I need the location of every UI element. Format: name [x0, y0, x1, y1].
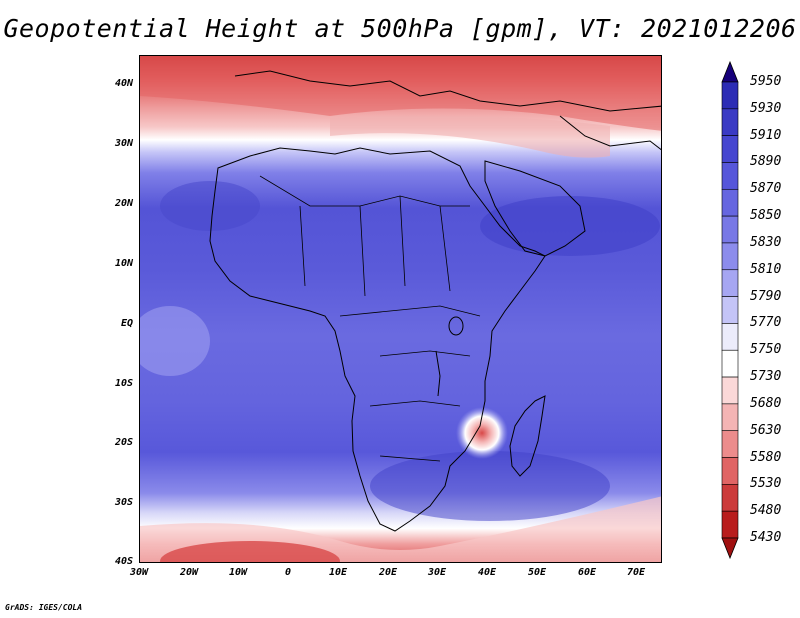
dark-blue-pocket-west — [160, 181, 260, 231]
colorbar-level-label: 5430 — [750, 530, 782, 545]
y-axis-label-20s: 20S — [114, 437, 133, 448]
colorbar-segment — [721, 162, 739, 190]
colorbar-segment — [721, 376, 739, 405]
colorbar-segment — [721, 108, 739, 136]
colorbar-segment — [721, 430, 739, 458]
colorbar-segment — [721, 510, 739, 539]
dark-blue-pocket-east — [480, 196, 660, 256]
colorbar-segment — [721, 323, 739, 351]
colorbar-segment — [721, 296, 739, 324]
colorbar-bottom-arrow — [721, 537, 739, 560]
colorbar — [721, 60, 739, 560]
light-blue-pocket — [140, 306, 210, 376]
northern-pink-zone — [330, 115, 610, 158]
africa-coastline — [209, 147, 546, 532]
arabia-coastline — [484, 160, 586, 257]
colorbar-segment — [721, 403, 739, 432]
x-axis-label-30w: 30W — [129, 567, 149, 578]
colorbar-level-label: 5910 — [750, 127, 782, 143]
x-axis-label-70e: 70E — [626, 567, 646, 578]
lake-tanganyika — [435, 350, 441, 397]
x-axis-label-20w: 20W — [179, 567, 199, 578]
footer-credit: GrADS: IGES/COLA — [5, 603, 83, 612]
geopotential-map[interactable] — [139, 55, 662, 563]
country-border-sahara — [259, 175, 470, 207]
colorbar-level-label: 5730 — [750, 369, 782, 385]
colorbar-level-label: 5580 — [750, 449, 782, 465]
y-axis-label-10s: 10S — [114, 378, 133, 389]
colorbar-level-label: 5850 — [750, 208, 782, 224]
x-axis-label-50e: 50E — [527, 567, 547, 578]
x-axis-label-20e: 20E — [378, 567, 398, 578]
colorbar-segment — [721, 215, 739, 244]
y-axis-label-30s: 30S — [114, 497, 133, 508]
colorbar-level-label: 5480 — [750, 503, 782, 519]
colorbar-segment — [721, 81, 739, 110]
y-axis-label-eq: EQ — [120, 318, 133, 329]
colorbar-segment — [721, 457, 739, 485]
colorbar-level-label: 5950 — [750, 74, 782, 89]
colorbar-level-label: 5770 — [750, 315, 782, 331]
colorbar-segment — [721, 188, 739, 217]
colorbar-segment — [721, 349, 739, 378]
y-axis-label-20n: 20N — [114, 198, 133, 209]
lake-victoria — [448, 316, 464, 336]
southern-trough-core — [160, 541, 340, 562]
colorbar-segment — [721, 269, 739, 297]
colorbar-level-label: 5680 — [750, 395, 782, 411]
asia-coastline — [559, 115, 661, 151]
y-axis-label-40s: 40S — [114, 556, 133, 567]
colorbar-level-label: 5870 — [750, 181, 782, 197]
x-axis-label-60e: 60E — [577, 567, 597, 578]
x-axis-label-30e: 30E — [427, 567, 447, 578]
colorbar-level-label: 5530 — [750, 476, 782, 492]
map-canvas — [140, 56, 661, 562]
colorbar-segment — [721, 242, 739, 271]
country-borders-north — [299, 195, 451, 297]
colorbar-segment — [721, 484, 739, 512]
europe-coastline — [234, 70, 661, 112]
x-axis-label-0: 0 — [284, 567, 292, 578]
northern-trough-shade — [140, 56, 661, 131]
colorbar-level-label: 5810 — [750, 261, 782, 277]
colorbar-top-arrow — [721, 60, 739, 83]
x-axis-label-10e: 10E — [328, 567, 348, 578]
map-title: Geopotential Height at 500hPa [gpm], VT:… — [3, 14, 797, 43]
cyclone-low-marker[interactable] — [456, 407, 508, 459]
y-axis-label-30n: 30N — [114, 138, 133, 149]
colorbar-level-label: 5830 — [750, 234, 782, 250]
colorbar-segment — [721, 135, 739, 163]
colorbar-level-label: 5750 — [750, 342, 782, 358]
y-axis-label-40n: 40N — [114, 78, 133, 89]
colorbar-level-label: 5930 — [750, 100, 782, 116]
madagascar-coastline — [509, 395, 546, 477]
x-axis-label-10w: 10W — [228, 567, 248, 578]
colorbar-level-label: 5890 — [750, 154, 782, 170]
country-borders-south — [339, 305, 481, 462]
x-axis-label-40e: 40E — [477, 567, 497, 578]
dark-blue-pocket-south — [370, 451, 610, 521]
colorbar-level-label: 5630 — [750, 422, 782, 438]
y-axis-label-10n: 10N — [114, 258, 133, 269]
colorbar-level-label: 5790 — [750, 288, 782, 304]
